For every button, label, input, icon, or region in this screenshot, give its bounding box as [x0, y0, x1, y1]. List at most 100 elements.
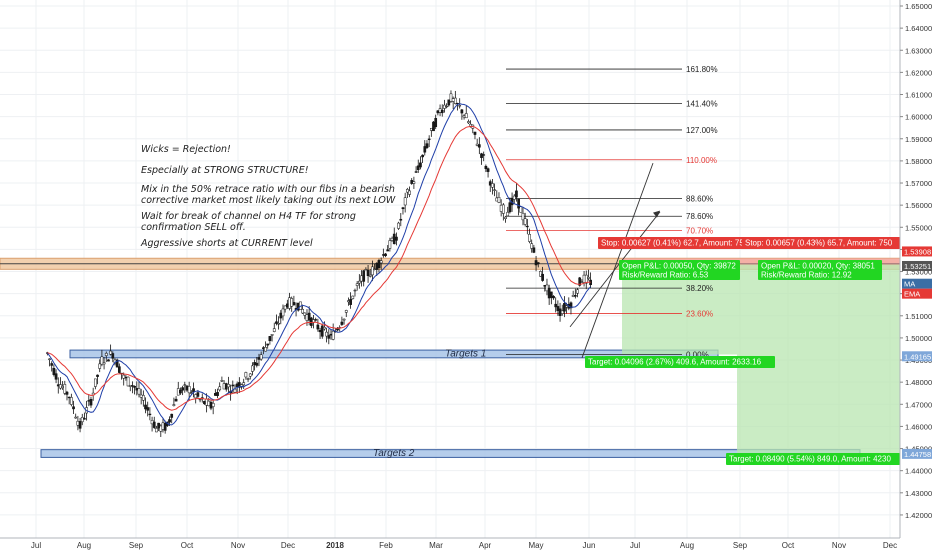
candle: [83, 418, 86, 420]
candle: [486, 168, 490, 172]
stop-label-text: Stop: 0.00627 (0.41%) 62.7, Amount: 750: [601, 239, 749, 248]
time-label: Oct: [782, 541, 795, 550]
candle: [440, 109, 444, 114]
candle: [172, 404, 176, 406]
candle: [552, 295, 555, 299]
price-tag-label: 1.44758: [904, 450, 931, 459]
candle: [451, 98, 455, 102]
tick-label: 1.46000: [905, 422, 932, 431]
candle: [288, 297, 291, 309]
time-label: Mar: [429, 541, 443, 550]
candle: [425, 143, 429, 148]
tick-label: 1.55000: [905, 223, 932, 232]
time-label: Apr: [479, 541, 492, 550]
price-tag: [902, 278, 932, 289]
candle: [124, 376, 128, 379]
candle: [209, 401, 213, 409]
candle: [115, 359, 119, 368]
candle: [111, 353, 115, 359]
annotation-line: Wait for break of channel on H4 TF for s…: [141, 211, 356, 233]
candle: [69, 397, 73, 405]
channel-lower: [569, 211, 661, 328]
time-label: Oct: [181, 541, 194, 550]
channel-arrow: [653, 210, 660, 218]
candle: [379, 260, 383, 264]
candle: [170, 413, 174, 418]
candle: [412, 181, 416, 184]
candle: [329, 333, 333, 336]
candle: [135, 388, 139, 391]
candle: [436, 110, 440, 114]
candle: [519, 206, 523, 213]
candle: [397, 222, 400, 229]
target-label-2-text: Target: 0.08490 (5.54%) 849.0, Amount: 4…: [729, 455, 891, 464]
candle: [187, 386, 191, 394]
price-tag-label: MA: [904, 280, 915, 289]
price-axis[interactable]: 1.65000 1.64000 1.63000 1.62000 1.61000 1.600…: [899, 0, 932, 550]
candle: [469, 123, 472, 127]
candle: [233, 388, 237, 393]
candle: [563, 303, 566, 312]
candle: [179, 389, 182, 394]
candle: [196, 392, 200, 397]
fib-label: 127.00%: [686, 126, 718, 135]
candle: [255, 362, 259, 366]
candle: [373, 268, 376, 270]
annotation-line: Especially at STRONG STRUCTURE!: [141, 165, 309, 176]
tick-label: 1.59000: [905, 135, 932, 144]
candle: [213, 393, 217, 396]
candle: [364, 269, 368, 271]
candle: [231, 384, 235, 387]
time-label: Feb: [379, 541, 393, 550]
candle: [331, 330, 335, 340]
candle: [366, 269, 370, 276]
candle: [242, 382, 246, 386]
time-label: Dec: [281, 541, 295, 550]
tick-label: 1.57000: [905, 179, 932, 188]
time-axis[interactable]: Jul Aug Sep Oct Nov Dec 2018 Feb Mar Apr May Jun Jul…: [0, 537, 932, 550]
candle: [141, 395, 145, 401]
annotation-line: Aggressive shorts at CURRENT level: [141, 238, 313, 249]
tick-label: 1.62000: [905, 68, 932, 77]
tick-label: 1.64000: [905, 24, 932, 33]
price-tag-label: 1.53251: [904, 262, 931, 271]
candle: [248, 373, 252, 377]
candle: [528, 234, 531, 242]
candle: [419, 162, 422, 168]
candle: [360, 275, 363, 282]
candle: [445, 105, 448, 108]
candle: [139, 394, 143, 398]
fib-levels: 161.80% 141.40% 127.00% 110.00% 88.60% 78.60%…: [506, 65, 718, 360]
candle: [480, 153, 483, 158]
pnl-label: [619, 260, 740, 280]
candle: [161, 422, 165, 430]
candle: [157, 422, 160, 429]
position-labels: Stop: 0.00627 (0.41%) 62.7, Amount: 750S…: [585, 237, 900, 465]
candle: [163, 422, 167, 431]
candle: [59, 384, 62, 389]
pnl-label-2-text: Open P&L: 0.00020, Qty: 38051: [761, 262, 875, 271]
candle: [395, 236, 398, 241]
candle: [148, 413, 152, 416]
candle: [216, 392, 219, 396]
candle: [584, 274, 588, 284]
candle: [523, 218, 527, 225]
candle: [270, 334, 274, 336]
tick-label: 1.65000: [905, 2, 932, 11]
candle: [349, 299, 352, 305]
candle: [87, 400, 91, 402]
candle: [399, 218, 403, 221]
zone-label: Targets 2: [373, 448, 415, 459]
candle: [464, 113, 468, 119]
tick-label: 1.56000: [905, 201, 932, 210]
candle: [421, 154, 424, 158]
candle: [342, 318, 346, 321]
candle: [427, 138, 431, 141]
candle: [235, 383, 239, 387]
candle: [240, 384, 243, 388]
candle: [48, 358, 51, 360]
pnl-label-2: [758, 260, 882, 280]
time-label: Nov: [231, 541, 245, 550]
candle: [554, 303, 558, 308]
